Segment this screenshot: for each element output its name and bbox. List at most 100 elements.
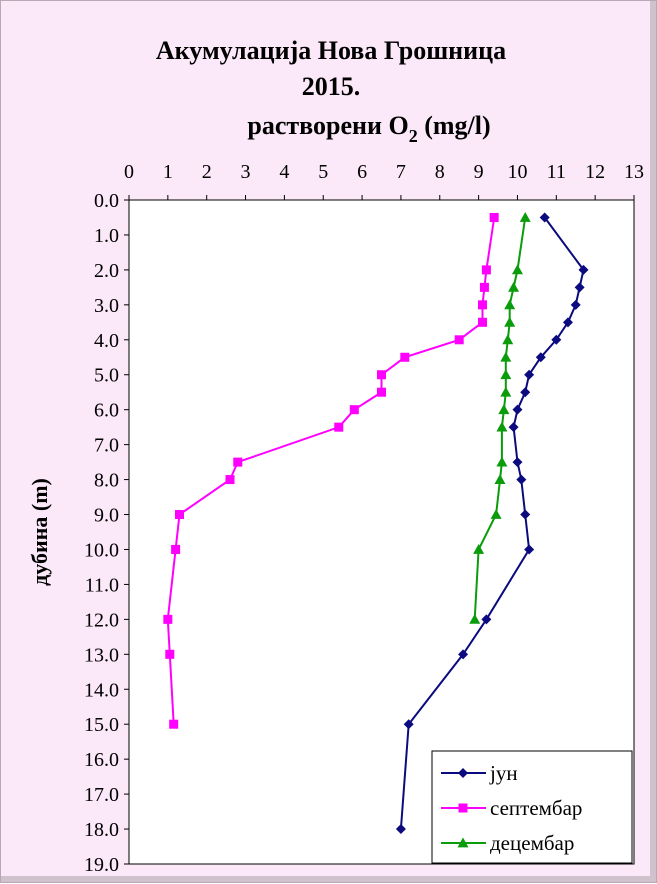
data-point [500, 386, 512, 397]
chart-title-line-1: Акумулација Нова Грошница [156, 36, 506, 65]
y-tick-label: 0.0 [94, 190, 119, 212]
data-point [496, 421, 508, 432]
x-tick-label: 8 [435, 161, 445, 183]
x-tick-label: 9 [474, 161, 484, 183]
data-point [500, 369, 512, 380]
y-tick-label: 13.0 [84, 644, 119, 666]
data-point [349, 405, 359, 415]
data-point [551, 334, 562, 345]
data-point [535, 352, 546, 363]
data-point [458, 649, 469, 660]
data-point [478, 317, 487, 327]
data-point [574, 282, 585, 293]
data-point [225, 475, 235, 485]
data-point [520, 509, 531, 520]
x-tick-label: 5 [318, 161, 328, 183]
y-axis: 0.0 1.0 2.0 3.0 4.0 5.0 6.0 7.0 8.0 9.0 10.0 11.0 12… [84, 190, 129, 876]
data-point [494, 474, 506, 484]
y-tick-label: 8.0 [94, 470, 119, 492]
x-tick-label: 4 [279, 161, 289, 183]
x-tick-label: 0 [124, 161, 134, 183]
series-1 [163, 212, 499, 729]
data-point [524, 369, 535, 380]
chart-title-subscript: 2 [409, 126, 418, 146]
legend-marker [458, 803, 468, 813]
data-point [496, 456, 508, 467]
series-0 [395, 212, 589, 835]
data-point [473, 543, 485, 554]
series-layer [163, 211, 589, 835]
data-point [478, 300, 487, 310]
y-tick-label: 15.0 [84, 714, 119, 736]
data-point [175, 510, 184, 520]
data-point [512, 404, 523, 415]
y-tick-label: 7.0 [94, 435, 119, 457]
data-point [500, 351, 512, 362]
data-point [490, 509, 502, 519]
data-point [454, 335, 464, 345]
data-point [498, 404, 510, 415]
data-point [479, 282, 489, 292]
data-point [511, 264, 523, 275]
series-2 [469, 211, 531, 624]
data-point [489, 212, 499, 222]
data-point [562, 317, 573, 328]
x-tick-label: 11 [547, 161, 566, 183]
data-point [377, 387, 386, 397]
data-point [524, 544, 535, 555]
x-tick-label: 7 [396, 161, 406, 183]
series-line [473, 217, 527, 620]
x-tick-label: 10 [507, 161, 527, 183]
data-point [578, 264, 589, 275]
data-point [508, 422, 519, 433]
data-point [163, 614, 173, 624]
y-tick-label: 18.0 [84, 819, 119, 841]
data-point [165, 649, 175, 659]
data-point [169, 719, 179, 729]
data-point [508, 281, 520, 292]
y-tick-label: 4.0 [94, 330, 119, 352]
data-point [233, 457, 243, 467]
y-tick-label: 11.0 [85, 574, 119, 596]
legend: јун септембар децембар [431, 750, 633, 864]
chart-title-units: (mg/l) [418, 111, 491, 140]
data-point [502, 334, 514, 345]
data-point [481, 614, 492, 625]
y-tick-label: 3.0 [94, 295, 119, 317]
legend-marker [457, 837, 469, 848]
legend-label: јун [489, 761, 518, 785]
data-point [570, 299, 581, 310]
x-tick-label: 13 [624, 161, 644, 183]
y-tick-label: 14.0 [84, 679, 119, 701]
x-axis: 0 1 2 3 4 5 6 7 8 9 10 11 12 13 [124, 161, 644, 200]
x-tick-label: 6 [357, 161, 367, 183]
data-point [539, 212, 550, 223]
data-point [520, 387, 531, 398]
y-tick-label: 9.0 [94, 505, 119, 527]
y-tick-label: 1.0 [94, 225, 119, 247]
data-point [512, 457, 523, 468]
x-tick-label: 1 [163, 161, 173, 183]
legend-item: септембар [441, 796, 582, 820]
y-tick-label: 17.0 [84, 784, 119, 806]
y-tick-label: 6.0 [94, 400, 119, 422]
y-tick-label: 12.0 [84, 609, 119, 631]
data-point [400, 352, 410, 362]
legend-item: децембар [441, 831, 574, 855]
legend-item: јун [441, 761, 518, 785]
chart-title-line-2: 2015. [302, 72, 361, 101]
data-point [519, 211, 531, 222]
data-point [334, 422, 344, 432]
data-point [469, 613, 481, 624]
x-tick-label: 12 [585, 161, 605, 183]
data-point [395, 824, 406, 835]
y-tick-label: 2.0 [94, 260, 119, 282]
y-axis-title: дубина (m) [27, 478, 52, 586]
data-point [403, 719, 414, 730]
legend-label: септембар [490, 796, 582, 820]
x-tick-label: 3 [241, 161, 251, 183]
data-point [481, 265, 491, 275]
y-tick-label: 16.0 [84, 749, 119, 771]
